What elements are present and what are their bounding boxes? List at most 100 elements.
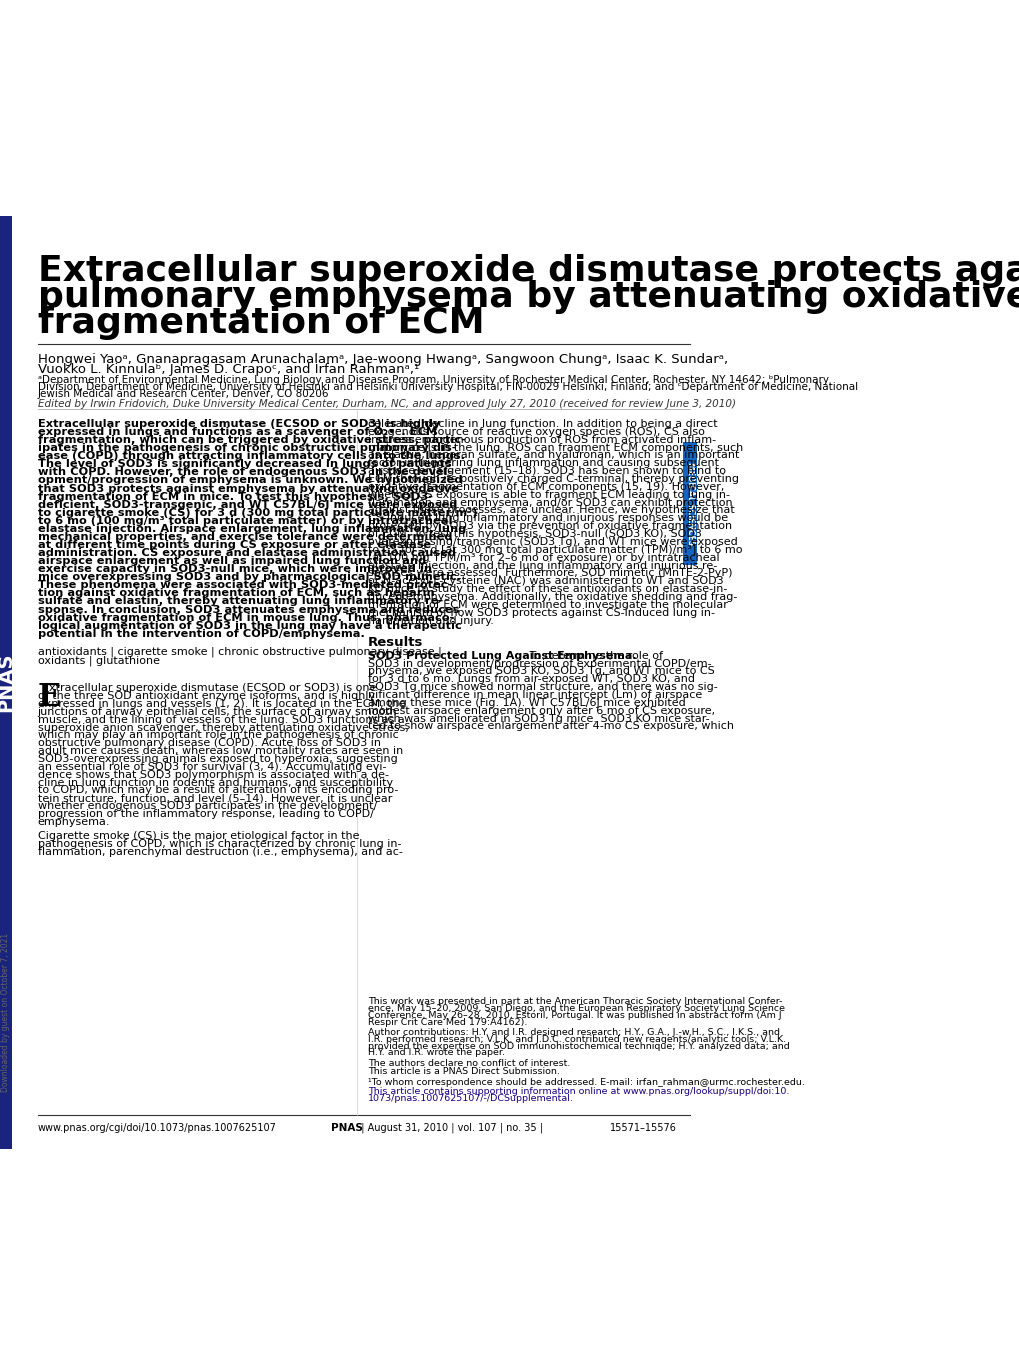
Text: flammation and injury.: flammation and injury. bbox=[367, 616, 493, 625]
Text: xtracellular superoxide dismutase (ECSOD or SOD3) is one: xtracellular superoxide dismutase (ECSOD… bbox=[49, 684, 376, 693]
Text: mice overexpressing SOD3 and by pharmacological SOD mimetic.: mice overexpressing SOD3 and by pharmaco… bbox=[38, 572, 461, 583]
Text: to cigarette smoke (CS) for 3 d (300 mg total particulate matter/m³): to cigarette smoke (CS) for 3 d (300 mg … bbox=[38, 508, 477, 517]
Text: ease (COPD) through attracting inflammatory cells into the lungs.: ease (COPD) through attracting inflammat… bbox=[38, 452, 464, 461]
Text: SOD3-overexpressing animals exposed to hyperoxia, suggesting: SOD3-overexpressing animals exposed to h… bbox=[38, 753, 397, 764]
Text: (at 100 mg TPM/m³ for 2–6 mo of exposure) or by intratracheal: (at 100 mg TPM/m³ for 2–6 mo of exposure… bbox=[367, 553, 718, 562]
Text: Vuokko L. Kinnulaᵇ, James D. Crapoᶜ, and Irfan Rahmanᵃ,¹: Vuokko L. Kinnulaᵇ, James D. Crapoᶜ, and… bbox=[38, 363, 419, 375]
Text: MEDICAL SCIENCES: MEDICAL SCIENCES bbox=[685, 461, 694, 545]
Text: against these processes, are unclear. Hence, we hypothesize that: against these processes, are unclear. He… bbox=[367, 505, 734, 516]
Text: whether CS exposure is able to fragment ECM leading to lung in-: whether CS exposure is able to fragment … bbox=[367, 490, 729, 500]
Text: to CS for 3 d [at 300 mg total particulate matter (TPM)/m³] to 6 mo: to CS for 3 d [at 300 mg total particula… bbox=[367, 545, 742, 554]
Text: matory cells in the lung. ROS can fragment ECM components, such: matory cells in the lung. ROS can fragme… bbox=[367, 442, 742, 453]
Text: The level of SOD3 is significantly decreased in lungs of patients: The level of SOD3 is significantly decre… bbox=[38, 460, 450, 470]
Text: tion against oxidative fragmentation of ECM, such as heparin: tion against oxidative fragmentation of … bbox=[38, 588, 434, 598]
Text: fragmentation, which can be triggered by oxidative stress, partic-: fragmentation, which can be triggered by… bbox=[38, 435, 465, 445]
Text: expressed in lungs and functions as a scavenger of O₂•⁻. ECM: expressed in lungs and functions as a sc… bbox=[38, 427, 436, 437]
Text: PNAS: PNAS bbox=[331, 1123, 363, 1133]
Text: 15571–15576: 15571–15576 bbox=[609, 1123, 676, 1133]
Text: potential in the intervention of COPD/emphysema.: potential in the intervention of COPD/em… bbox=[38, 629, 364, 639]
Text: airspace enlargement (15–18). SOD3 has been shown to bind to: airspace enlargement (15–18). SOD3 has b… bbox=[367, 467, 725, 476]
Text: ence, May 15–20, 2009, San Diego, and the European Respiratory Society Lung Scie: ence, May 15–20, 2009, San Diego, and th… bbox=[367, 1005, 784, 1013]
Text: celerated decline in lung function. In addition to being a direct: celerated decline in lung function. In a… bbox=[367, 419, 716, 429]
Text: Cigarette smoke (CS) is the major etiological factor in the: Cigarette smoke (CS) is the major etiolo… bbox=[38, 831, 359, 841]
Text: | August 31, 2010 | vol. 107 | no. 35 |: | August 31, 2010 | vol. 107 | no. 35 | bbox=[355, 1123, 543, 1133]
Text: physema, we exposed SOD3 KO, SOD3 Tg, and WT mice to CS: physema, we exposed SOD3 KO, SOD3 Tg, an… bbox=[367, 666, 713, 677]
Text: administration. CS exposure and elastase administration caused: administration. CS exposure and elastase… bbox=[38, 549, 455, 558]
Text: Downloaded by guest on October 7, 2021: Downloaded by guest on October 7, 2021 bbox=[1, 932, 10, 1092]
Text: sponse. In conclusion, SOD3 attenuates emphysema and reduces: sponse. In conclusion, SOD3 attenuates e… bbox=[38, 605, 459, 614]
Text: E: E bbox=[38, 682, 61, 713]
Text: opment/progression of emphysema is unknown. We hypothesized: opment/progression of emphysema is unkno… bbox=[38, 475, 462, 486]
Text: Extracellular superoxide dismutase (ECSOD or SOD3) is highly: Extracellular superoxide dismutase (ECSO… bbox=[38, 419, 439, 429]
Text: mechanism of how SOD3 protects against CS-induced lung in-: mechanism of how SOD3 protects against C… bbox=[367, 607, 714, 618]
Text: airspace enlargement as well as impaired lung function and: airspace enlargement as well as impaired… bbox=[38, 556, 426, 566]
Text: pathogenesis of COPD, which is characterized by chronic lung in-: pathogenesis of COPD, which is character… bbox=[38, 838, 400, 849]
Text: The authors declare no conflict of interest.: The authors declare no conflict of inter… bbox=[367, 1059, 570, 1067]
Text: flammation and emphysema, and/or SOD3 can exhibit protection: flammation and emphysema, and/or SOD3 ca… bbox=[367, 498, 732, 508]
Text: flammation, parenchymal destruction (i.e., emphysema), and ac-: flammation, parenchymal destruction (i.e… bbox=[38, 846, 403, 857]
Text: factor in triggering lung inflammation and causing subsequent: factor in triggering lung inflammation a… bbox=[367, 459, 718, 468]
Text: as elastin, heparan sulfate, and hyaluronan, which is an important: as elastin, heparan sulfate, and hyaluro… bbox=[367, 450, 739, 460]
Text: at different time points during CS exposure or after elastase: at different time points during CS expos… bbox=[38, 541, 430, 550]
Text: with COPD. However, the role of endogenous SOD3 in the devel-: with COPD. However, the role of endogeno… bbox=[38, 467, 451, 478]
Text: ipates in the pathogenesis of chronic obstructive pulmonary dis-: ipates in the pathogenesis of chronic ob… bbox=[38, 444, 455, 453]
Text: fragmentation of ECM in mice. To test this hypothesis, SOD3-: fragmentation of ECM in mice. To test th… bbox=[38, 491, 432, 501]
Text: H.Y. and I.R. wrote the paper.: H.Y. and I.R. wrote the paper. bbox=[367, 1048, 504, 1058]
Text: fragmentation of ECM: fragmentation of ECM bbox=[38, 306, 484, 340]
Text: SOD3 Protected Lung Against Emphysema.: SOD3 Protected Lung Against Emphysema. bbox=[367, 651, 636, 661]
Text: To determine the role of: To determine the role of bbox=[526, 651, 662, 661]
Text: overexpressing/transgenic (SOD3 Tg), and WT mice were exposed: overexpressing/transgenic (SOD3 Tg), and… bbox=[367, 536, 737, 547]
Text: Results: Results bbox=[367, 636, 423, 648]
Text: whether endogenous SOD3 participates in the development/: whether endogenous SOD3 participates in … bbox=[38, 801, 376, 811]
Text: sponses were assessed. Furthermore, SOD mimetic (MnTE-2-PyP): sponses were assessed. Furthermore, SOD … bbox=[367, 568, 732, 579]
Bar bbox=[683, 442, 696, 565]
Text: ECM through its positively charged C-terminal, thereby preventing: ECM through its positively charged C-ter… bbox=[367, 474, 738, 485]
Text: sulfate and elastin, thereby attenuating lung inflammatory re-: sulfate and elastin, thereby attenuating… bbox=[38, 597, 442, 606]
Text: or N-acetyl-L-cysteine (NAC) was administered to WT and SOD3: or N-acetyl-L-cysteine (NAC) was adminis… bbox=[367, 576, 722, 586]
Text: tein structure, function, and level (5–14). However, it is unclear: tein structure, function, and level (5–1… bbox=[38, 793, 391, 803]
Text: logical augmentation of SOD3 in the lung may have a therapeutic: logical augmentation of SOD3 in the lung… bbox=[38, 621, 461, 631]
Text: Hongwei Yaoᵃ, Gnanapragasam Arunachalamᵃ, Jae-woong Hwangᵃ, Sangwoon Chungᵃ, Isa: Hongwei Yaoᵃ, Gnanapragasam Arunachalamᵃ… bbox=[38, 352, 727, 366]
Text: modest airspace enlargement only after 6 mo of CS exposure,: modest airspace enlargement only after 6… bbox=[367, 706, 714, 715]
Text: progression of the inflammatory response, leading to COPD/: progression of the inflammatory response… bbox=[38, 809, 373, 819]
Text: expressed in lungs and vessels (1, 2). It is located in the ECM, the: expressed in lungs and vessels (1, 2). I… bbox=[38, 699, 405, 708]
Text: to COPD, which may be a result of alteration of its encoding pro-: to COPD, which may be a result of altera… bbox=[38, 785, 397, 796]
Text: CS-induced lung inflammatory and injurious responses would be: CS-induced lung inflammatory and injurio… bbox=[367, 513, 728, 523]
Text: exercise capacity in SOD3-null mice, which were improved in: exercise capacity in SOD3-null mice, whi… bbox=[38, 564, 431, 575]
Text: I.R. performed research; V.L.K. and J.D.C. contributed new reagents/analytic too: I.R. performed research; V.L.K. and J.D.… bbox=[367, 1035, 785, 1044]
Text: duced emphysema. Additionally, the oxidative shedding and frag-: duced emphysema. Additionally, the oxida… bbox=[367, 592, 737, 602]
Text: This article is a PNAS Direct Submission.: This article is a PNAS Direct Submission… bbox=[367, 1067, 559, 1076]
Text: which may play an important role in the pathogenesis of chronic: which may play an important role in the … bbox=[38, 730, 398, 740]
Text: mechanical properties, and exercise tolerance were determined: mechanical properties, and exercise tole… bbox=[38, 532, 451, 542]
Text: muscle, and the lining of vessels of the lung. SOD3 functions as a: muscle, and the lining of vessels of the… bbox=[38, 715, 404, 725]
Text: deficient, SOD3-transgenic, and WT C57BL/6J mice were exposed: deficient, SOD3-transgenic, and WT C57BL… bbox=[38, 500, 457, 509]
Text: protected by SOD3 via the prevention of oxidative fragmentation: protected by SOD3 via the prevention of … bbox=[367, 521, 731, 531]
Text: among these mice (Fig. 1A). WT C57BL/6J mice exhibited: among these mice (Fig. 1A). WT C57BL/6J … bbox=[367, 698, 685, 708]
Text: This article contains supporting information online at www.pnas.org/lookup/suppl: This article contains supporting informa… bbox=[367, 1087, 789, 1096]
Text: obstructive pulmonary disease (COPD). Acute loss of SOD3 in: obstructive pulmonary disease (COPD). Ac… bbox=[38, 738, 380, 748]
Text: elastase injection. Airspace enlargement, lung inflammation, lung: elastase injection. Airspace enlargement… bbox=[38, 524, 466, 534]
Text: nificant difference in mean linear intercept (Lm) of airspace: nificant difference in mean linear inter… bbox=[367, 691, 701, 700]
Text: induces endogenous production of ROS from activated inflam-: induces endogenous production of ROS fro… bbox=[367, 435, 715, 445]
Text: ted to show airspace enlargement after 4-mo CS exposure, which: ted to show airspace enlargement after 4… bbox=[367, 722, 733, 732]
Text: www.pnas.org/cgi/doi/10.1073/pnas.1007625107: www.pnas.org/cgi/doi/10.1073/pnas.100762… bbox=[38, 1123, 276, 1133]
Text: oxidative fragmentation of ECM in mouse lung. Thus, pharmaco-: oxidative fragmentation of ECM in mouse … bbox=[38, 613, 453, 622]
Text: Conference, May 26–28, 2010, Estoril, Portugal. It was published in abstract for: Conference, May 26–28, 2010, Estoril, Po… bbox=[367, 1011, 781, 1020]
Text: exogenous source of reactive oxygen species (ROS), CS also: exogenous source of reactive oxygen spec… bbox=[367, 427, 704, 437]
Text: of ECM. To test this hypothesis, SOD3-null (SOD3 KO), SOD3: of ECM. To test this hypothesis, SOD3-nu… bbox=[367, 530, 701, 539]
Text: oxidative fragmentation of ECM components (15, 19). However,: oxidative fragmentation of ECM component… bbox=[367, 482, 723, 491]
Text: ᵃDepartment of Environmental Medicine, Lung Biology and Disease Program, Univers: ᵃDepartment of Environmental Medicine, L… bbox=[38, 375, 827, 385]
Text: emphysema.: emphysema. bbox=[38, 816, 110, 827]
Text: Division, Department of Medicine, University of Helsinki and Helsinki University: Division, Department of Medicine, Univer… bbox=[38, 382, 857, 392]
Text: pulmonary emphysema by attenuating oxidative: pulmonary emphysema by attenuating oxida… bbox=[38, 280, 1019, 314]
Text: for 3 d to 6 mo. Lungs from air-exposed WT, SOD3 KO, and: for 3 d to 6 mo. Lungs from air-exposed … bbox=[367, 674, 694, 684]
Text: mentation of ECM were determined to investigate the molecular: mentation of ECM were determined to inve… bbox=[367, 599, 727, 610]
Text: SOD3 Tg mice showed normal structure, and there was no sig-: SOD3 Tg mice showed normal structure, an… bbox=[367, 682, 716, 692]
Text: This work was presented in part at the American Thoracic Society International C: This work was presented in part at the A… bbox=[367, 998, 782, 1006]
Text: Author contributions: H.Y. and I.R. designed research; H.Y., G.A., J.-w.H., S.C.: Author contributions: H.Y. and I.R. desi… bbox=[367, 1028, 779, 1037]
Text: PNAS: PNAS bbox=[0, 652, 15, 713]
Text: elastase injection, and the lung inflammatory and injurious re-: elastase injection, and the lung inflamm… bbox=[367, 561, 716, 571]
Text: provided the expertise on SOD immunohistochemical technique; H.Y. analyzed data;: provided the expertise on SOD immunohist… bbox=[367, 1041, 789, 1051]
Text: Respir Crit Care Med 179:A4162).: Respir Crit Care Med 179:A4162). bbox=[367, 1018, 527, 1026]
Text: Extracellular superoxide dismutase protects against: Extracellular superoxide dismutase prote… bbox=[38, 254, 1019, 288]
